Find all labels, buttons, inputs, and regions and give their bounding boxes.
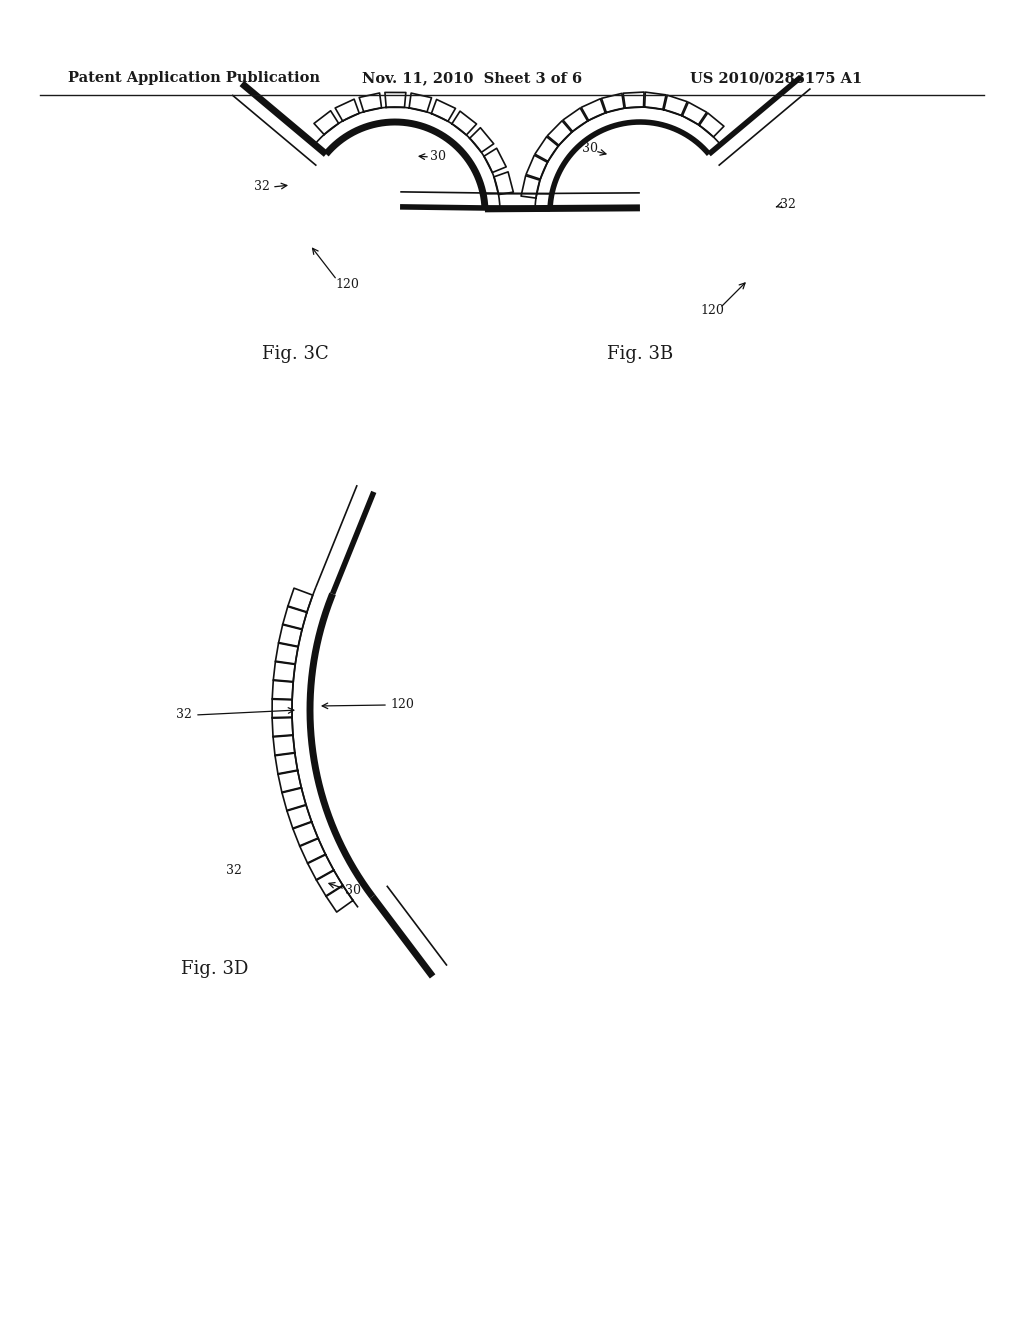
Text: 30: 30: [345, 883, 361, 896]
Text: Fig. 3D: Fig. 3D: [181, 960, 249, 978]
Text: 32: 32: [176, 709, 193, 722]
Text: 32: 32: [780, 198, 796, 211]
Text: 32: 32: [254, 181, 270, 194]
Text: US 2010/0283175 A1: US 2010/0283175 A1: [690, 71, 862, 84]
Text: 30: 30: [430, 149, 446, 162]
Text: 32: 32: [226, 863, 242, 876]
Text: 120: 120: [700, 304, 724, 317]
Text: 30: 30: [582, 141, 598, 154]
Text: Patent Application Publication: Patent Application Publication: [68, 71, 319, 84]
Text: 120: 120: [390, 698, 414, 711]
Text: 120: 120: [335, 279, 358, 292]
Text: Fig. 3B: Fig. 3B: [607, 345, 673, 363]
Text: Nov. 11, 2010  Sheet 3 of 6: Nov. 11, 2010 Sheet 3 of 6: [362, 71, 582, 84]
Text: Fig. 3C: Fig. 3C: [261, 345, 329, 363]
